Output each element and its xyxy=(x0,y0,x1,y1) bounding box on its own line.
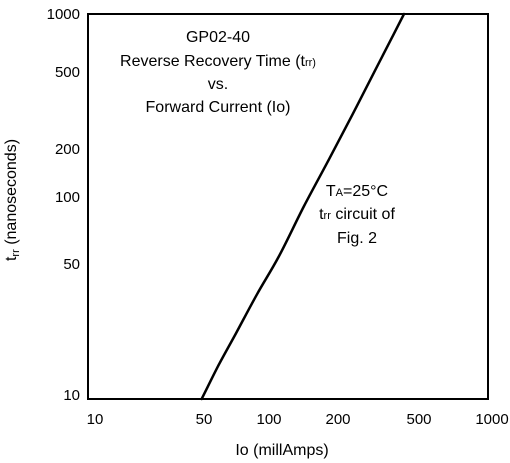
x-axis-label: Io (millAmps) xyxy=(235,442,328,459)
annotation-line-2-sub: rr xyxy=(324,210,332,222)
annotation-line-3: Fig. 2 xyxy=(337,230,377,247)
x-tick-label-50: 50 xyxy=(196,411,213,428)
y-tick-label-50: 50 xyxy=(63,256,80,273)
annotation-line-1-main: T xyxy=(326,183,336,200)
title-line-2-main: Reverse Recovery Time (t xyxy=(120,53,305,70)
chart-annotation: TA=25°C trr circuit of Fig. 2 xyxy=(319,183,395,247)
annotation-line-1: TA=25°C xyxy=(326,183,388,200)
chart-title: GP02-40 Reverse Recovery Time (trr) vs. … xyxy=(120,29,316,116)
annotation-line-2-rest: circuit of xyxy=(331,206,396,223)
x-tick-label-200: 200 xyxy=(325,411,350,428)
x-tick-label-100: 100 xyxy=(256,411,281,428)
y-tick-label-10: 10 xyxy=(63,387,80,404)
y-axis-label: trr (nanoseconds) xyxy=(3,139,22,261)
annotation-line-2: trr circuit of xyxy=(319,206,395,223)
title-line-4: Forward Current (Io) xyxy=(146,99,291,116)
title-line-3: vs. xyxy=(208,76,228,93)
plot-frame xyxy=(87,13,489,400)
y-tick-labels: 1000 500 200 100 50 10 xyxy=(47,6,80,404)
y-tick-label-200: 200 xyxy=(55,141,80,158)
annotation-line-1-rest: =25°C xyxy=(343,183,388,200)
y-tick-label-500: 500 xyxy=(55,64,80,81)
x-tick-labels: 10 50 100 200 500 1000 xyxy=(87,411,509,428)
series-line xyxy=(200,12,406,401)
y-tick-label-100: 100 xyxy=(55,189,80,206)
x-tick-label-1000: 1000 xyxy=(475,411,508,428)
y-axis-label-sub: rr xyxy=(10,249,22,257)
annotation-line-1-sub: A xyxy=(336,187,344,199)
y-axis-label-main: t xyxy=(3,256,20,261)
title-line-2-sub: rr) xyxy=(305,57,316,69)
title-line-1: GP02-40 xyxy=(186,29,250,46)
annotation-line-2-main: t xyxy=(319,206,324,223)
title-line-2: Reverse Recovery Time (trr) xyxy=(120,53,316,70)
x-tick-label-500: 500 xyxy=(406,411,431,428)
y-axis-label-rest: (nanoseconds) xyxy=(3,139,20,249)
x-tick-label-10: 10 xyxy=(87,411,104,428)
y-tick-label-1000: 1000 xyxy=(47,6,80,23)
